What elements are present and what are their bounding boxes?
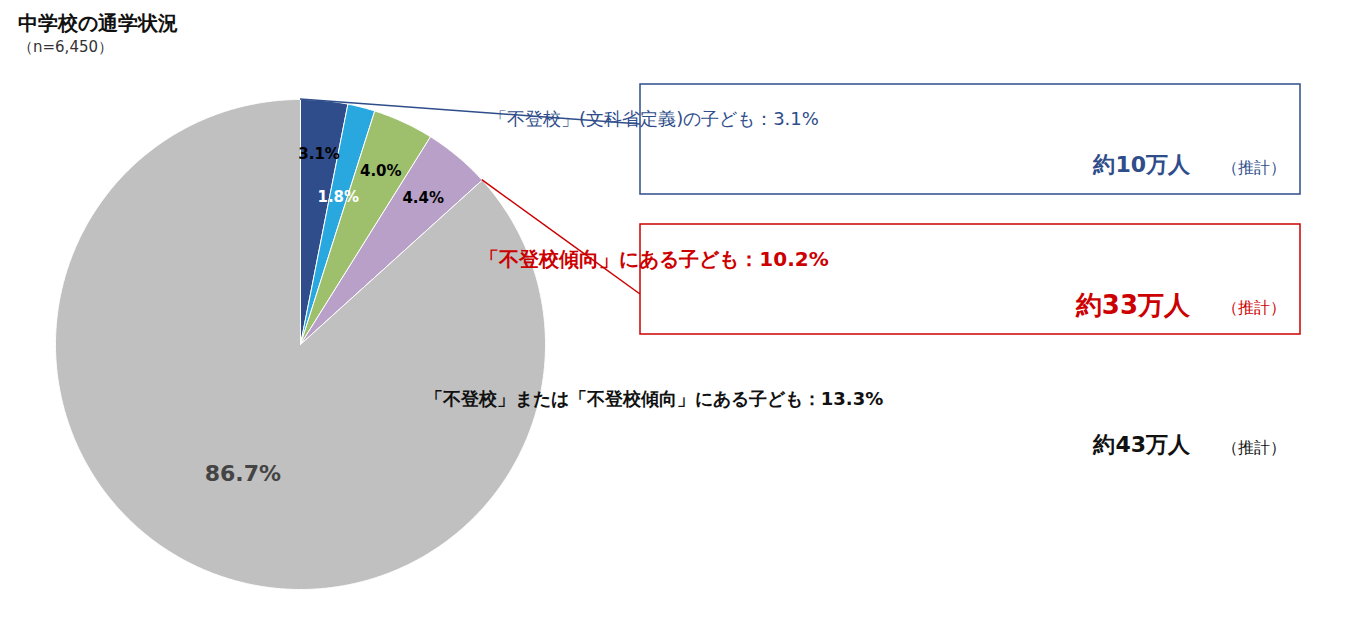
svg-text:1.8%: 1.8% bbox=[317, 188, 359, 206]
html-text:中学校の通学状況: 中学校の通学状況 bbox=[18, 11, 178, 35]
svg-text:（推計）: （推計） bbox=[1222, 298, 1286, 317]
svg-text:4.4%: 4.4% bbox=[402, 189, 444, 207]
svg-text:（推計）: （推計） bbox=[1222, 438, 1286, 457]
html-text:（n=6,450）: （n=6,450） bbox=[18, 38, 113, 56]
svg-text:86.7%: 86.7% bbox=[205, 461, 281, 486]
svg-text:約43万人: 約43万人 bbox=[1092, 432, 1191, 457]
svg-text:4.0%: 4.0% bbox=[360, 162, 402, 180]
svg-text:3.1%: 3.1% bbox=[298, 145, 340, 163]
svg-text:「不登校傾向」にある子ども：10.2%: 「不登校傾向」にある子ども：10.2% bbox=[479, 247, 828, 271]
svg-text:（推計）: （推計） bbox=[1222, 158, 1286, 177]
svg-text:約10万人: 約10万人 bbox=[1092, 152, 1191, 177]
svg-text:「不登校」または「不登校傾向」にある子ども：13.3%: 「不登校」または「不登校傾向」にある子ども：13.3% bbox=[425, 388, 883, 409]
svg-text:「不登校」(文科省定義)の子ども：3.1%: 「不登校」(文科省定義)の子ども：3.1% bbox=[489, 108, 819, 129]
svg-text:約33万人: 約33万人 bbox=[1075, 290, 1191, 320]
